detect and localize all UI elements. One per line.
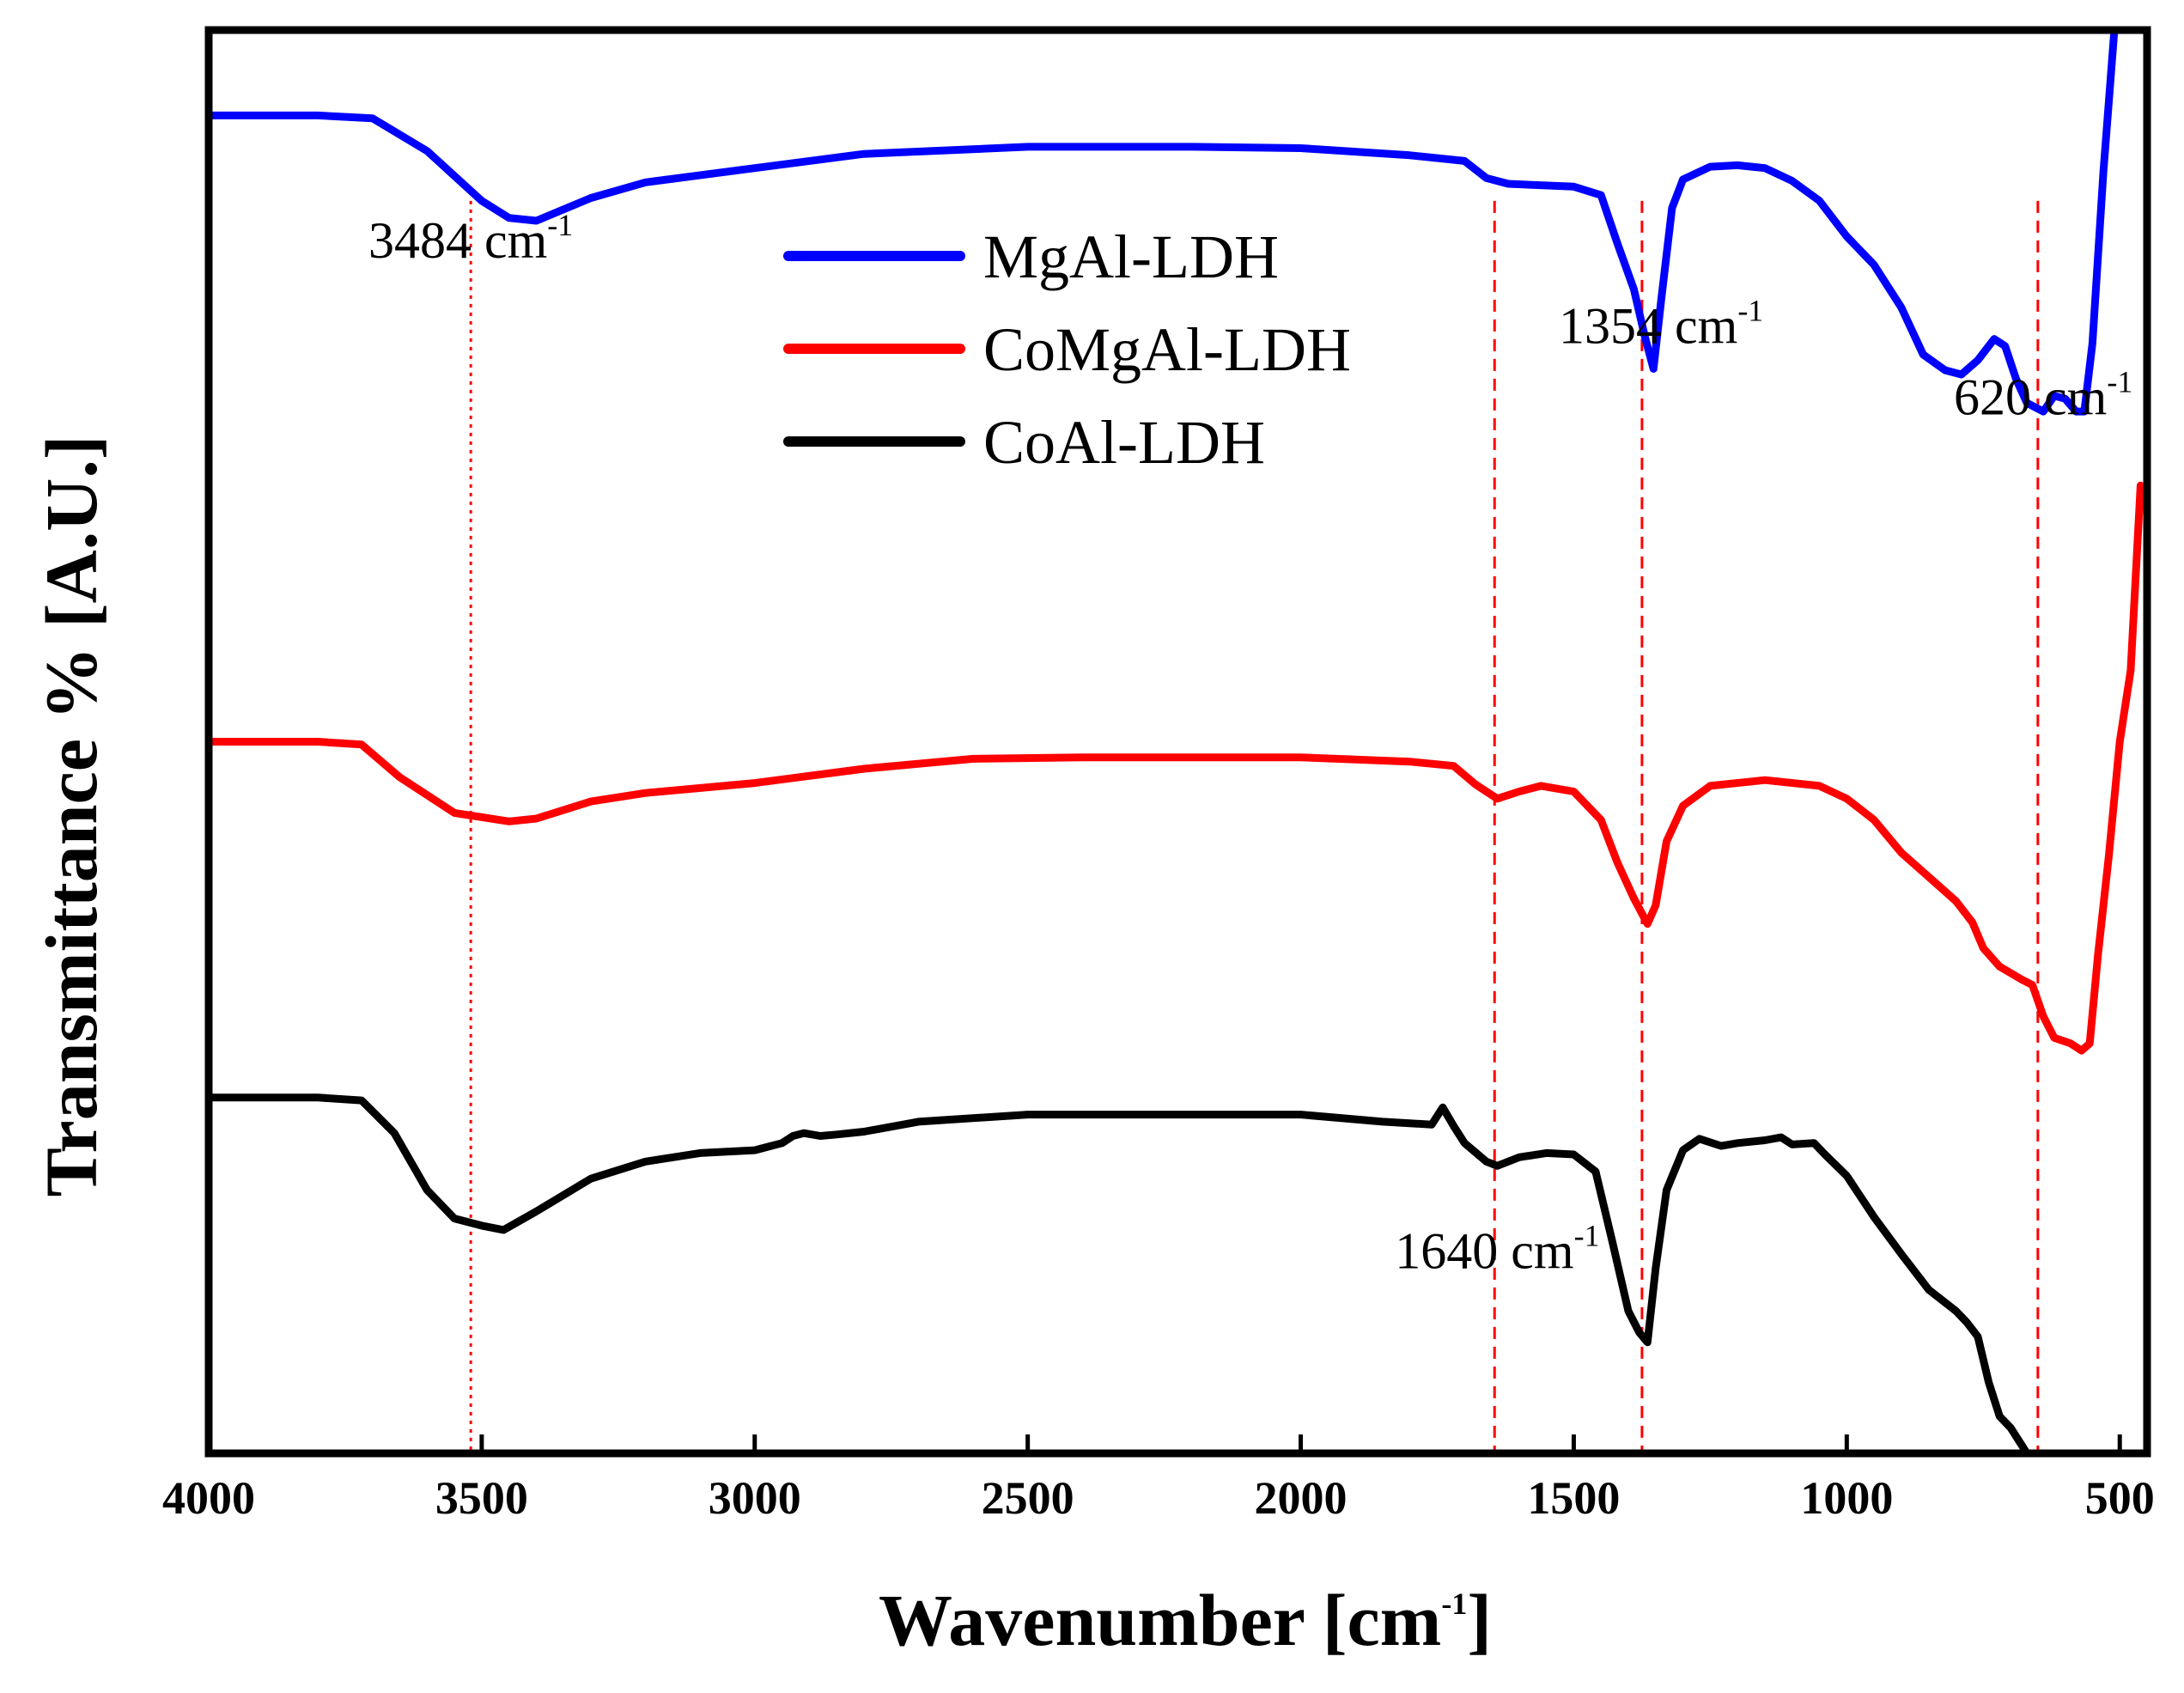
y-axis-title: Transmittance % [A.U.]	[30, 435, 113, 1197]
series-lines	[204, 26, 2144, 1458]
x-tick-label-500: 500	[2085, 1472, 2155, 1524]
x-tick-label-1000: 1000	[1800, 1472, 1893, 1524]
legend-label-coal-ldh: CoAl-LDH	[983, 408, 1265, 477]
peak-label-1: 1354 cm-1	[1559, 294, 1763, 355]
series-line-comgal-ldh	[204, 481, 2144, 1055]
plot-frame	[204, 26, 2151, 1458]
legend-label-mgal-ldh: MgAl-LDH	[983, 222, 1279, 291]
x-tick-label-3000: 3000	[709, 1472, 801, 1524]
reference-lines	[469, 200, 2040, 1453]
peak-annotations: 3484 cm-1 1354 cm-1 620 cm-1 1640 cm-1	[368, 208, 2132, 1279]
x-tick-label-2000: 2000	[1255, 1472, 1348, 1524]
x-axis-ticks: 4000 3500 3000 2500 2000 1500 1000 500	[162, 1434, 2155, 1524]
x-tick-label-2500: 2500	[982, 1472, 1074, 1524]
series-line-mgal-ldh	[204, 26, 2119, 416]
x-tick-label-3500: 3500	[435, 1472, 528, 1524]
legend-label-comgal-ldh: CoMgAl-LDH	[983, 315, 1351, 384]
x-tick-label-1500: 1500	[1527, 1472, 1620, 1524]
x-axis-title: Wavenumber [cm-1]	[879, 1579, 1492, 1661]
series-line-coal-ldh	[204, 1093, 2031, 1458]
x-tick-label-4000: 4000	[162, 1472, 255, 1524]
peak-label-0: 3484 cm-1	[368, 208, 573, 269]
peak-label-2: 620 cm-1	[1954, 364, 2132, 425]
legend: MgAl-LDH CoMgAl-LDH CoAl-LDH	[783, 222, 1351, 477]
peak-label-3: 1640 cm-1	[1395, 1219, 1599, 1280]
